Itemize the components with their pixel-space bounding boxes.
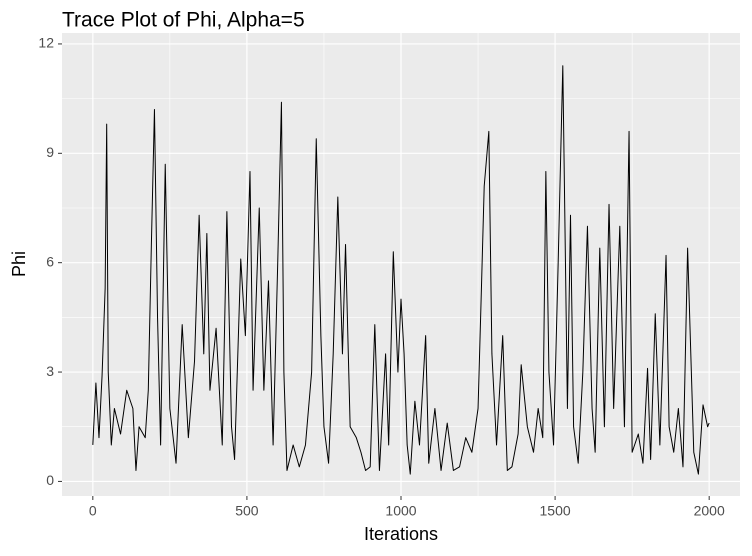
- y-axis-title: Phi: [9, 251, 29, 277]
- y-tick-label: 12: [38, 35, 54, 51]
- y-tick-label: 6: [46, 253, 54, 269]
- marks: [92, 65, 710, 475]
- x-tick-label: 2000: [694, 503, 725, 519]
- y-tick-label: 9: [46, 144, 54, 160]
- y-tick-label: 3: [46, 363, 54, 379]
- x-tick-label: 1000: [385, 503, 416, 519]
- x-tick-label: 1500: [540, 503, 571, 519]
- x-tick-label: 500: [235, 503, 259, 519]
- x-tick-label: 0: [89, 503, 97, 519]
- y-tick-label: 0: [46, 472, 54, 488]
- x-axis-title: Iterations: [364, 524, 438, 544]
- chart-title: Trace Plot of Phi, Alpha=5: [62, 9, 305, 32]
- trace-line: [92, 65, 710, 475]
- ticks: 0 500 1000 1500 2000 0 3 6 9 12: [38, 35, 725, 519]
